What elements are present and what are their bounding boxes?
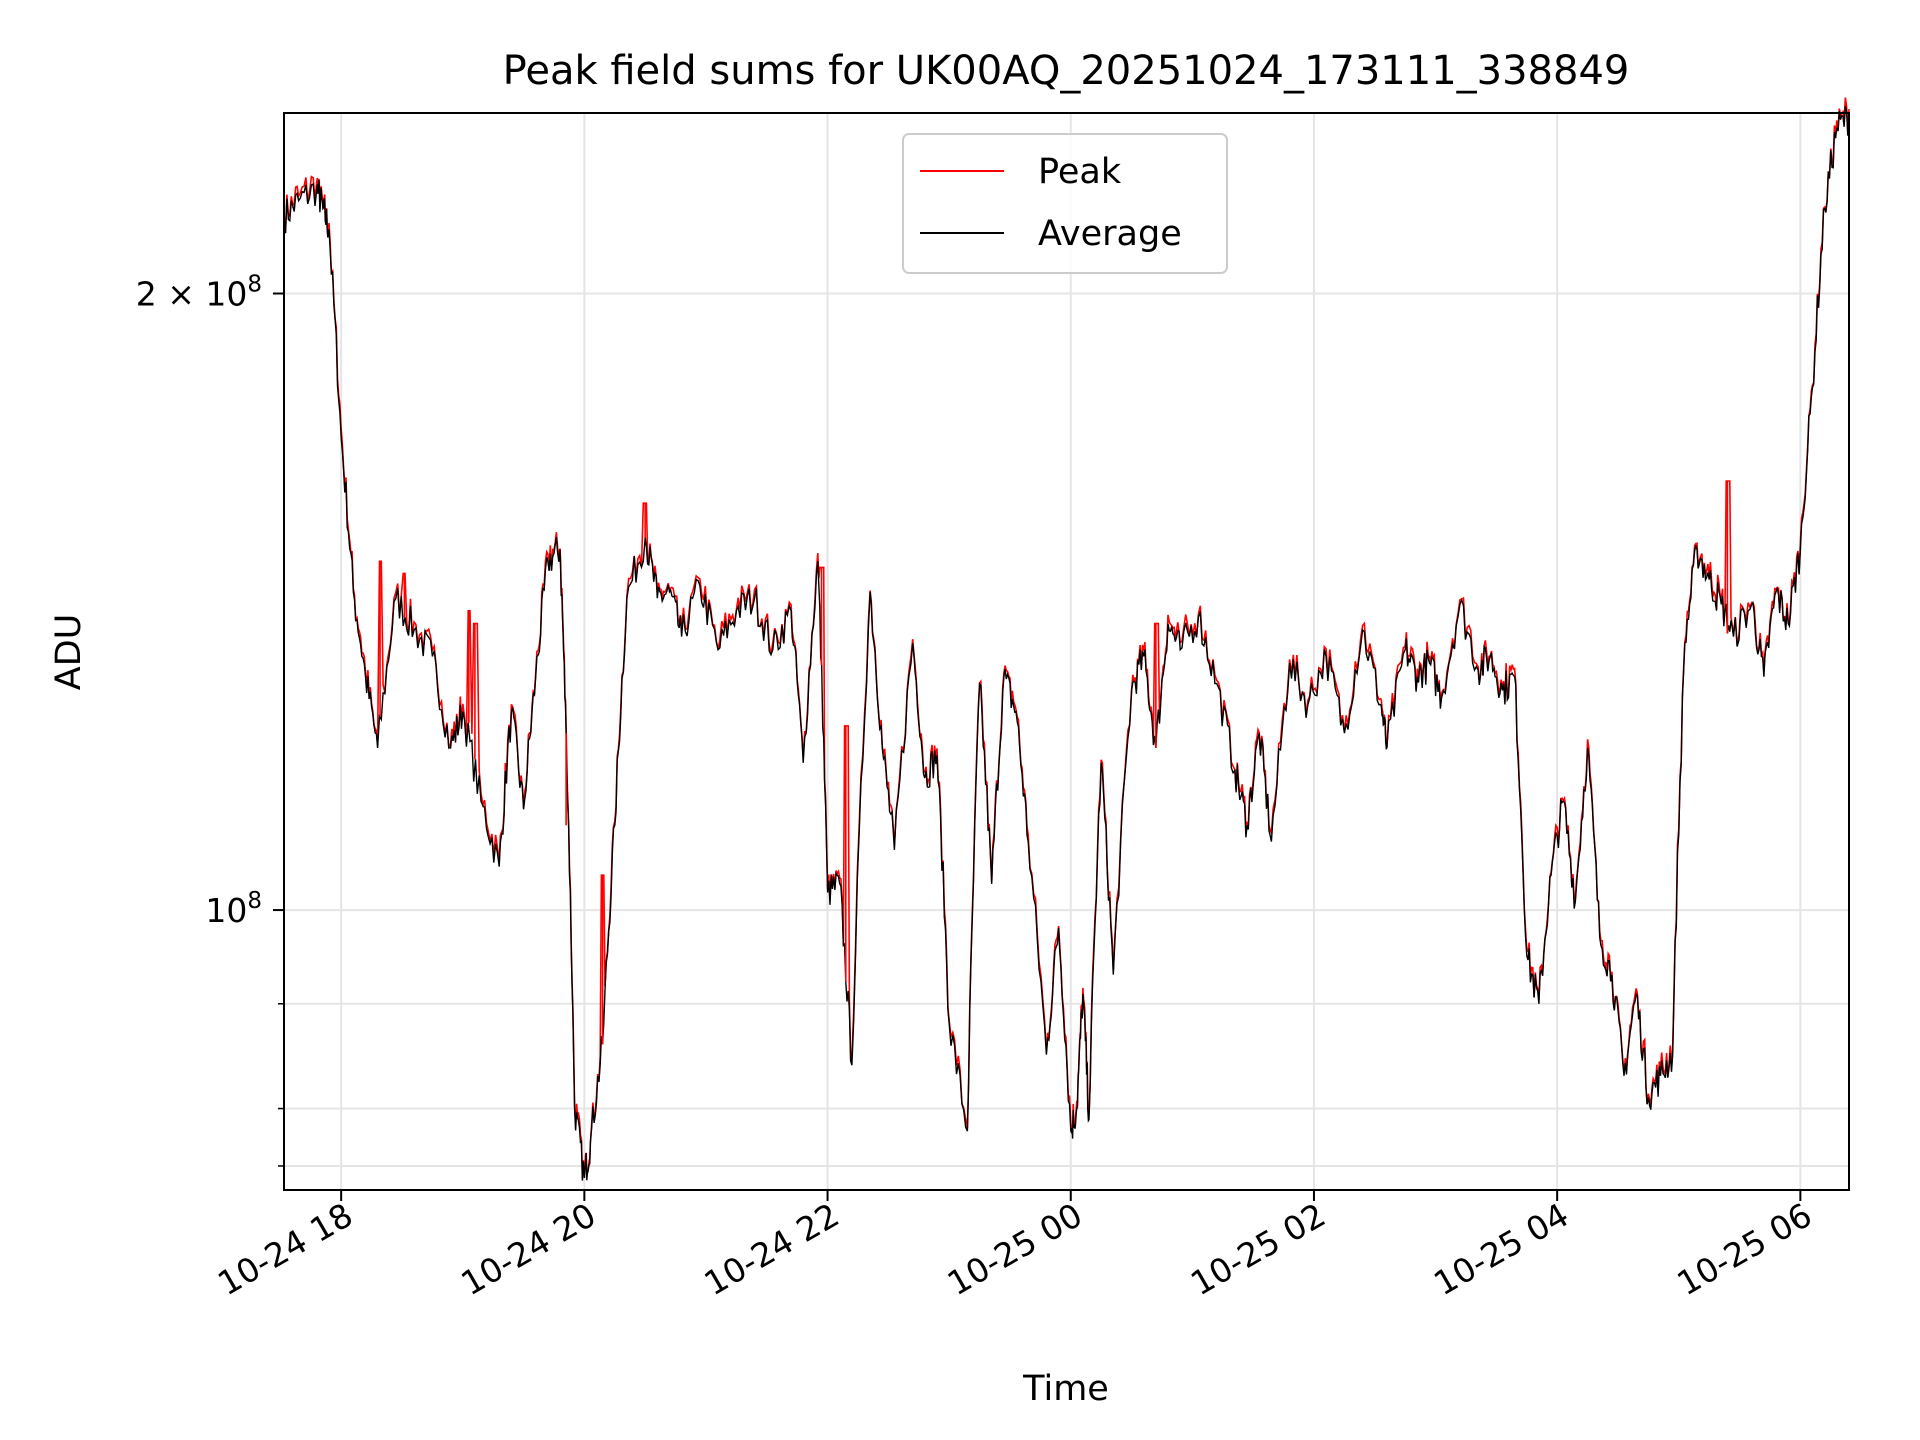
series-line-average: [283, 106, 1850, 1181]
legend-box: [902, 133, 1228, 274]
y-tick-label: 108: [205, 888, 262, 930]
x-axis-label: Time: [1022, 1369, 1109, 1409]
data-series: [283, 97, 1850, 1181]
y-tick-label: 2 × 108: [136, 272, 262, 314]
grid: [284, 113, 1849, 1190]
chart-title: Peak field sums for UK00AQ_20251024_1731…: [503, 48, 1630, 94]
y-axis-label: ADU: [49, 614, 89, 691]
plot-frame: [283, 112, 1850, 1191]
legend-label-average: Average: [1038, 214, 1182, 254]
legend-label-peak: Peak: [1038, 152, 1122, 192]
legend: Peak Average: [902, 133, 1228, 274]
plot-area: [284, 113, 1849, 1190]
